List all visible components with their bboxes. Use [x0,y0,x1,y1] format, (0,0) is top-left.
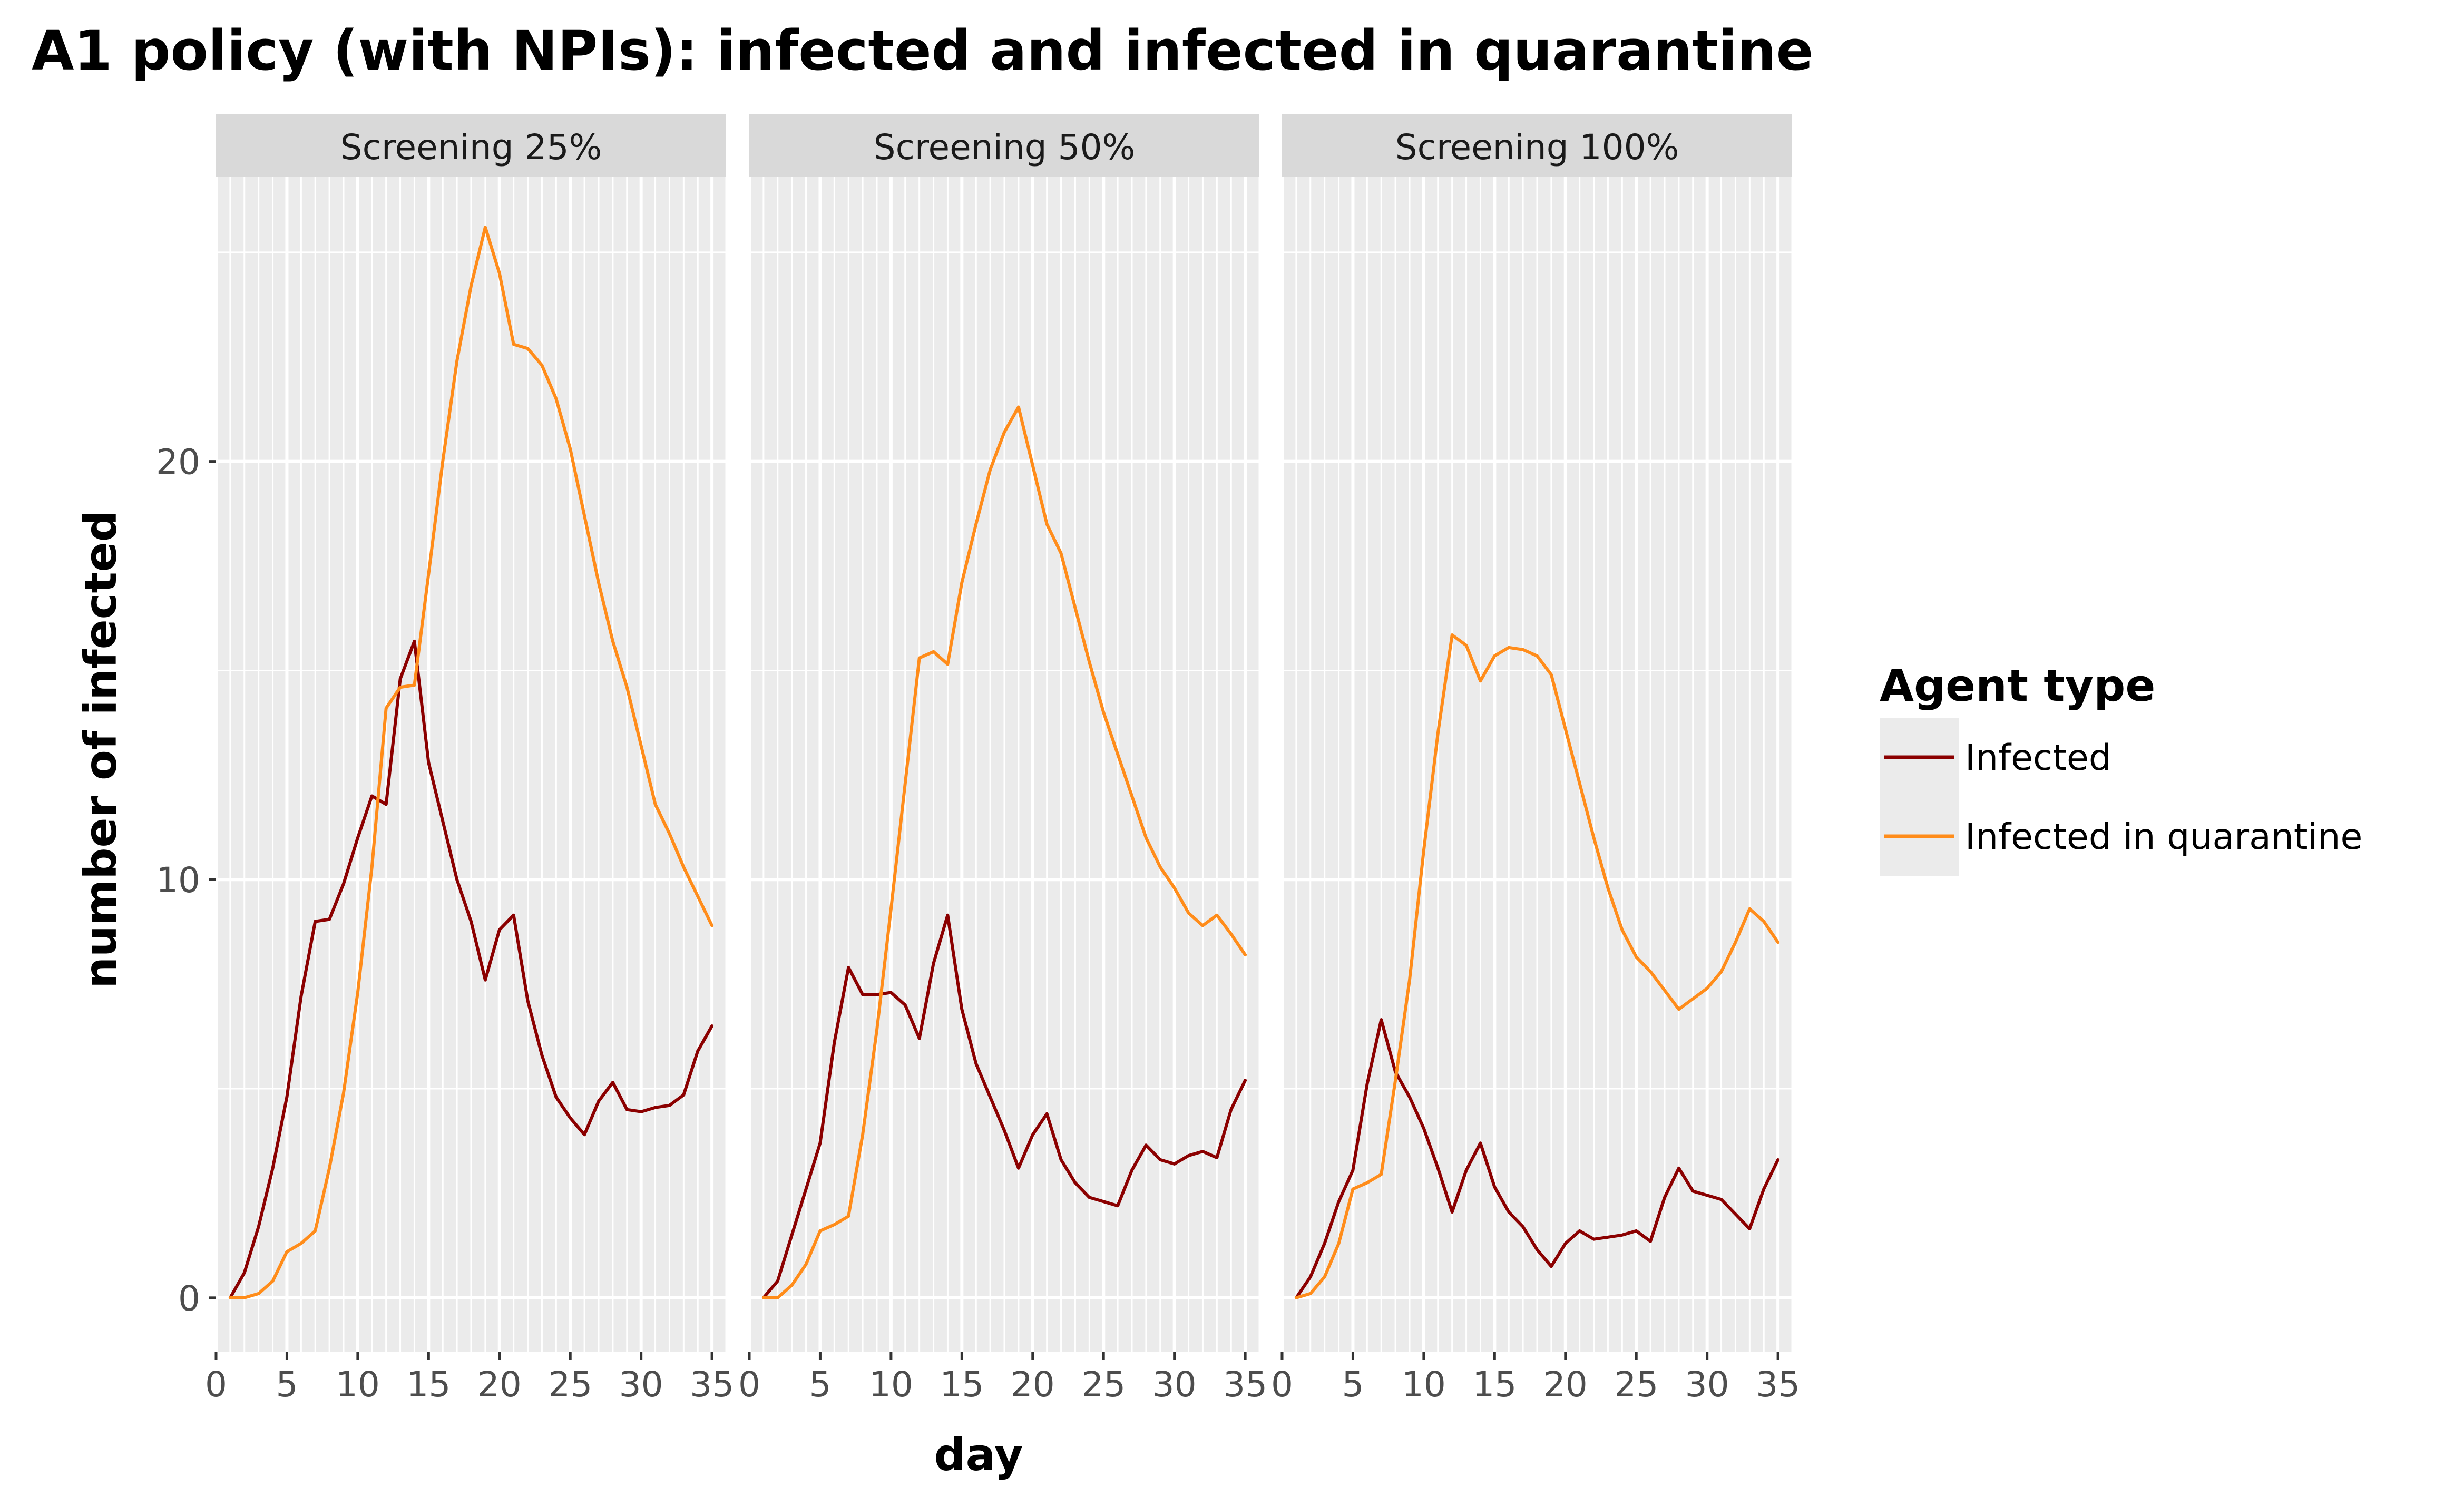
x-axis-label: day [934,1429,1023,1481]
x-tick-label: 35 [1223,1364,1267,1405]
y-tick-label: 10 [156,860,200,901]
legend-label: Infected [1965,737,2111,779]
panel-2: Screening 50% 0 5 10 15 20 25 30 35 [738,114,1267,1405]
panel-strip-label: Screening 100% [1395,127,1679,168]
x-tick-label: 0 [205,1364,227,1405]
x-tick-label: 25 [1614,1364,1658,1405]
x-tick-label: 5 [276,1364,298,1405]
panel-strip [1282,114,1792,177]
x-tick-label: 15 [940,1364,984,1405]
y-tick-label: 20 [156,442,200,483]
series-line-infected [228,639,714,1299]
panel-strip [749,114,1259,177]
x-tick-label: 35 [690,1364,734,1405]
legend: Agent type Infected Infected in quarantin… [1880,660,2362,876]
y-tick-label: 0 [178,1278,200,1319]
series-line-infected [1294,1018,1780,1299]
x-tick-label: 5 [809,1364,831,1405]
panels: Screening 25%0 5 10 15 20 25 30 3501020Screenin… [156,114,1800,1405]
series-line-infected-in-quarantine [228,226,714,1299]
panel-strip-label: Screening 50% [874,127,1136,168]
x-tick-label: 35 [1756,1364,1800,1405]
series-line-infected-in-quarantine [761,405,1247,1299]
x-tick-label: 15 [1472,1364,1517,1405]
legend-title: Agent type [1880,660,2155,711]
panel-strip-label: Screening 25% [340,127,602,168]
x-tick-label: 30 [619,1364,663,1405]
series-line-infected [761,913,1247,1299]
x-tick-label: 25 [548,1364,592,1405]
x-tick-label: 20 [477,1364,522,1405]
x-tick-label: 0 [1271,1364,1293,1405]
legend-label: Infected in quarantine [1965,816,2362,858]
panel-strip [216,114,726,177]
x-tick-label: 10 [869,1364,913,1405]
x-tick-label: 10 [1402,1364,1446,1405]
x-tick-label: 30 [1685,1364,1729,1405]
y-axis-label: number of infected [75,510,126,989]
panel-1: Screening 25% 0 5 10 15 20 25 30 35 0 10 20 [156,114,734,1405]
chart-title: A1 policy (with NPIs): infected and infe… [32,18,1813,83]
x-tick-label: 30 [1152,1364,1197,1405]
x-tick-label: 0 [738,1364,760,1405]
x-tick-label: 5 [1342,1364,1364,1405]
x-tick-label: 15 [406,1364,451,1405]
x-tick-label: 10 [336,1364,380,1405]
series-line-infected-in-quarantine [1294,633,1780,1299]
panel-3: Screening 100% 0 5 10 15 20 25 30 35 [1271,114,1800,1405]
x-tick-label: 20 [1543,1364,1588,1405]
legend-entries: Infected Infected in quarantine [1880,718,2362,876]
x-tick-label: 20 [1011,1364,1055,1405]
x-tick-label: 25 [1081,1364,1126,1405]
